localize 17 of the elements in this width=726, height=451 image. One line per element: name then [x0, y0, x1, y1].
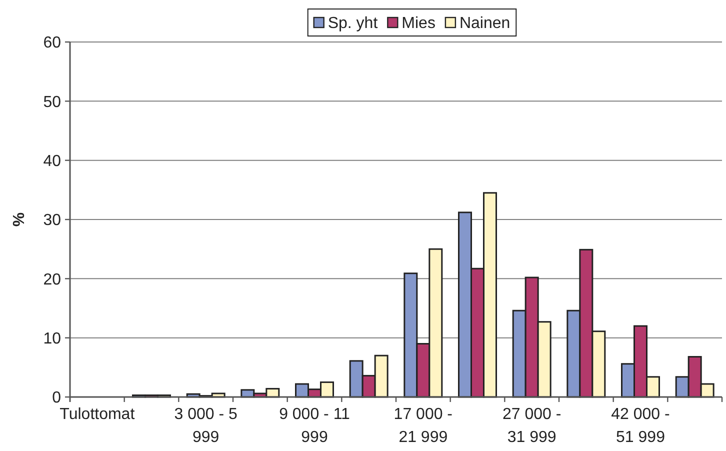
- y-tick-label: 30: [43, 212, 62, 230]
- x-tick-label: 17 000 - 21 999: [394, 406, 453, 446]
- x-tick-label: 42 000 - 51 999: [611, 406, 670, 446]
- legend-label: Mies: [402, 15, 436, 32]
- x-tick-label: Tulottomat: [60, 406, 136, 423]
- legend-label: Nainen: [459, 15, 510, 32]
- y-tick-label: 40: [43, 152, 62, 170]
- y-tick-label: 10: [43, 330, 62, 348]
- legend-label: Sp. yht: [328, 15, 378, 32]
- y-tick-label: 0: [52, 390, 62, 407]
- y-axis-title: %: [11, 212, 28, 227]
- x-tick-label: 9 000 - 11 999: [279, 406, 350, 446]
- y-tick-label: 20: [43, 271, 62, 288]
- x-tick-label: 27 000 - 31 999: [502, 406, 562, 446]
- y-tick-label: 50: [43, 94, 62, 111]
- y-tick-label: 60: [43, 34, 62, 52]
- x-tick-label: 3 000 - 5 999: [174, 406, 238, 446]
